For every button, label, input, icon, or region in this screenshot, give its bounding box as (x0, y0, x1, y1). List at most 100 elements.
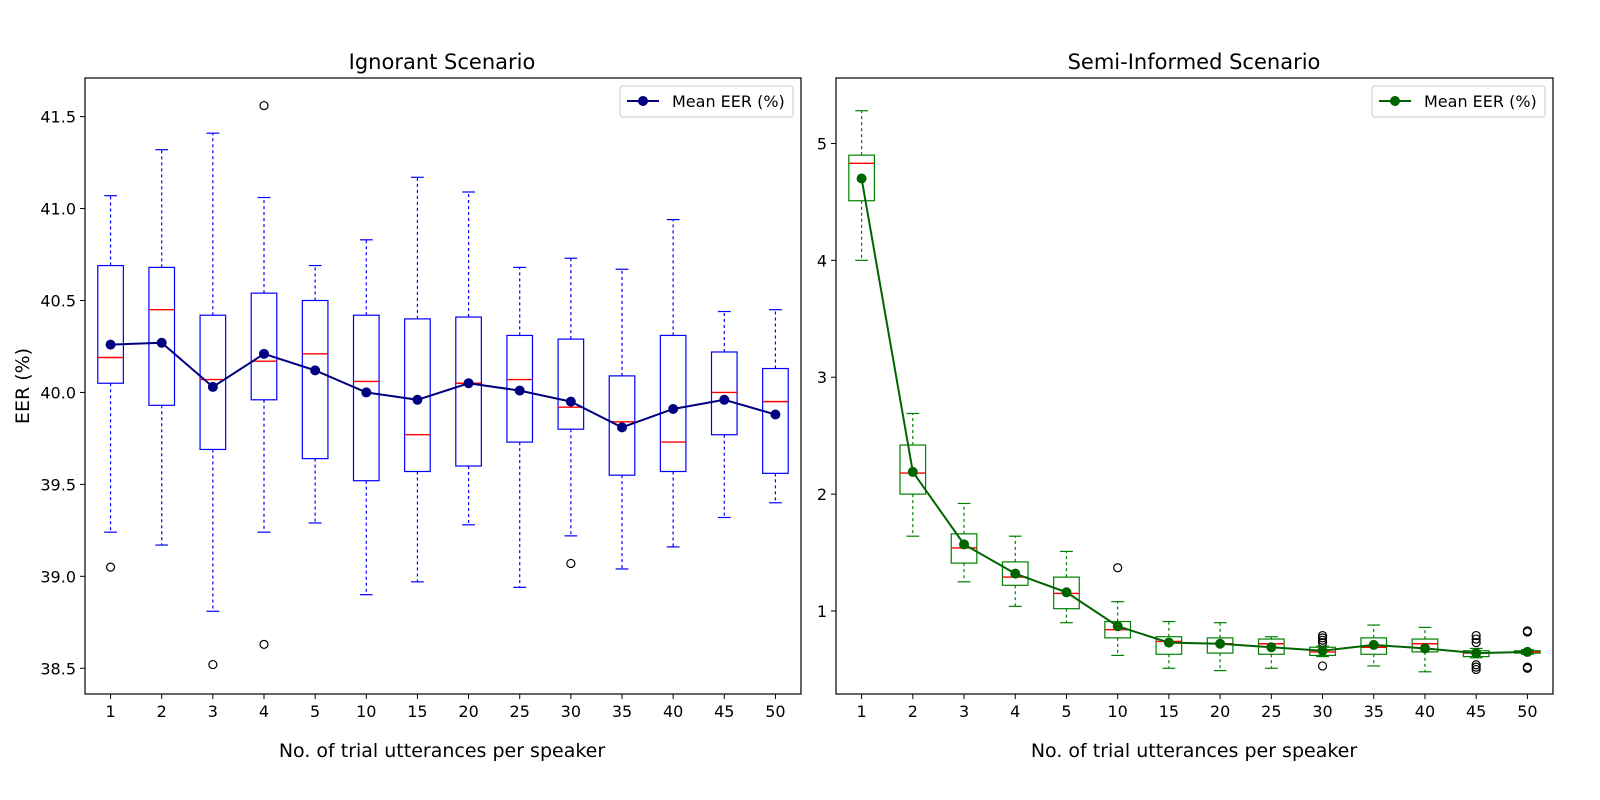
box-iqr (250, 292, 278, 401)
mean-eer-point (1112, 621, 1123, 632)
chart-title: Semi-Informed Scenario (1068, 50, 1321, 74)
legend: Mean EER (%) (1371, 85, 1546, 118)
outlier-point (1317, 635, 1328, 645)
x-tick-label: 15 (1159, 702, 1179, 721)
mean-eer-point (310, 365, 321, 376)
axes-frame (835, 77, 1554, 695)
mean-eer-point (719, 394, 730, 405)
mean-eer-point (770, 409, 781, 420)
x-tick-label: 30 (561, 702, 581, 721)
box-1 (848, 110, 876, 261)
mean-eer-point (156, 337, 167, 348)
outlier-point (1522, 663, 1532, 673)
outlier-point (1317, 630, 1328, 641)
axes-frame (84, 77, 802, 695)
x-tick-label: 10 (356, 702, 376, 721)
mean-eer-point (907, 466, 918, 477)
legend-label: Mean EER (%) (672, 92, 785, 111)
legend: Mean EER (%) (619, 85, 794, 118)
mean-eer-point (207, 381, 218, 392)
mean-eer-point (361, 387, 372, 398)
box-45 (710, 310, 738, 519)
legend-point-marker (638, 96, 648, 106)
y-tick-label: 5 (817, 134, 827, 153)
box-iqr (352, 314, 380, 482)
legend-label: Mean EER (%) (1424, 92, 1537, 111)
mean-eer-point (412, 394, 423, 405)
ignorant-scenario-chart: Ignorant Scenario No. of trial utterance… (12, 50, 802, 762)
x-tick-label: 25 (1261, 702, 1281, 721)
y-tick-label: 38.5 (40, 659, 76, 678)
outlier-point (259, 100, 269, 111)
box-iqr (659, 334, 687, 473)
box-5 (301, 264, 329, 524)
y-tick-label: 41.5 (40, 108, 76, 127)
mean-eer-point (617, 422, 627, 433)
box-20 (455, 191, 482, 526)
mean-eer-point (856, 173, 867, 184)
x-tick-label: 20 (458, 702, 478, 721)
box-35 (608, 268, 636, 570)
box-40 (659, 218, 687, 548)
x-tick-label: 2 (908, 702, 918, 721)
y-tick-label: 2 (817, 485, 827, 504)
semi-informed-scenario-chart: Semi-Informed Scenario No. of trial utte… (817, 50, 1554, 762)
y-tick-label: 40.5 (40, 291, 76, 310)
box-iqr (608, 375, 636, 476)
x-tick-label: 35 (612, 702, 632, 721)
mean-eer-point (514, 385, 525, 396)
box-iqr (1155, 636, 1183, 655)
x-tick-label: 20 (1210, 702, 1230, 721)
box-10 (352, 239, 380, 596)
box-iqr (899, 444, 927, 495)
y-tick-label: 4 (817, 251, 827, 270)
mean-eer-point (1266, 642, 1277, 653)
box-iqr (301, 299, 329, 460)
box-iqr (455, 316, 482, 467)
chart-title: Ignorant Scenario (349, 50, 536, 74)
mean-eer-point (463, 378, 474, 389)
outlier-point (1317, 661, 1328, 671)
y-tick-label: 1 (817, 602, 827, 621)
x-tick-label: 30 (1312, 702, 1332, 721)
x-tick-label: 1 (857, 702, 867, 721)
box-25 (1257, 636, 1285, 669)
x-tick-label: 3 (208, 702, 218, 721)
mean-eer-line (110, 341, 776, 429)
y-tick-label: 41.0 (40, 200, 76, 219)
mean-eer-point (959, 539, 970, 550)
y-tick-label: 3 (817, 368, 827, 387)
outlier-point (1471, 662, 1481, 672)
box-iqr (148, 266, 176, 406)
outlier-point (1471, 634, 1481, 644)
outlier-point (208, 659, 218, 670)
mean-eer-point (1419, 643, 1430, 654)
box-25 (506, 266, 534, 588)
x-tick-label: 45 (1466, 702, 1486, 721)
y-tick-label: 39.0 (40, 567, 76, 586)
mean-eer-point (1317, 645, 1328, 656)
x-tick-label: 40 (1415, 702, 1435, 721)
outlier-point (1471, 664, 1481, 675)
box-15 (404, 176, 431, 583)
box-iqr (710, 351, 738, 436)
outlier-point (1317, 633, 1328, 643)
mean-eer-point (105, 339, 116, 350)
x-tick-label: 45 (714, 702, 734, 721)
box-iqr (199, 314, 227, 451)
x-tick-label: 4 (1010, 702, 1020, 721)
mean-eer-point (1061, 587, 1072, 598)
x-tick-label: 50 (1517, 702, 1537, 721)
outlier-point (566, 558, 576, 569)
x-tick-label: 50 (765, 702, 785, 721)
mean-eer-point (668, 403, 679, 414)
y-tick-label: 39.5 (40, 475, 76, 494)
box-iqr (1001, 561, 1029, 586)
outlier-point (1113, 563, 1123, 573)
mean-eer-point (1368, 639, 1379, 650)
box-4 (250, 100, 278, 649)
box-iqr (762, 367, 789, 474)
outlier-point (1471, 637, 1481, 648)
